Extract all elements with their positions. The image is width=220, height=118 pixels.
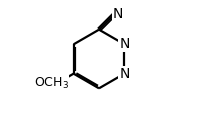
Text: N: N xyxy=(119,37,130,51)
Text: OCH$_3$: OCH$_3$ xyxy=(33,76,68,91)
Text: N: N xyxy=(119,67,130,81)
Text: N: N xyxy=(112,7,123,21)
